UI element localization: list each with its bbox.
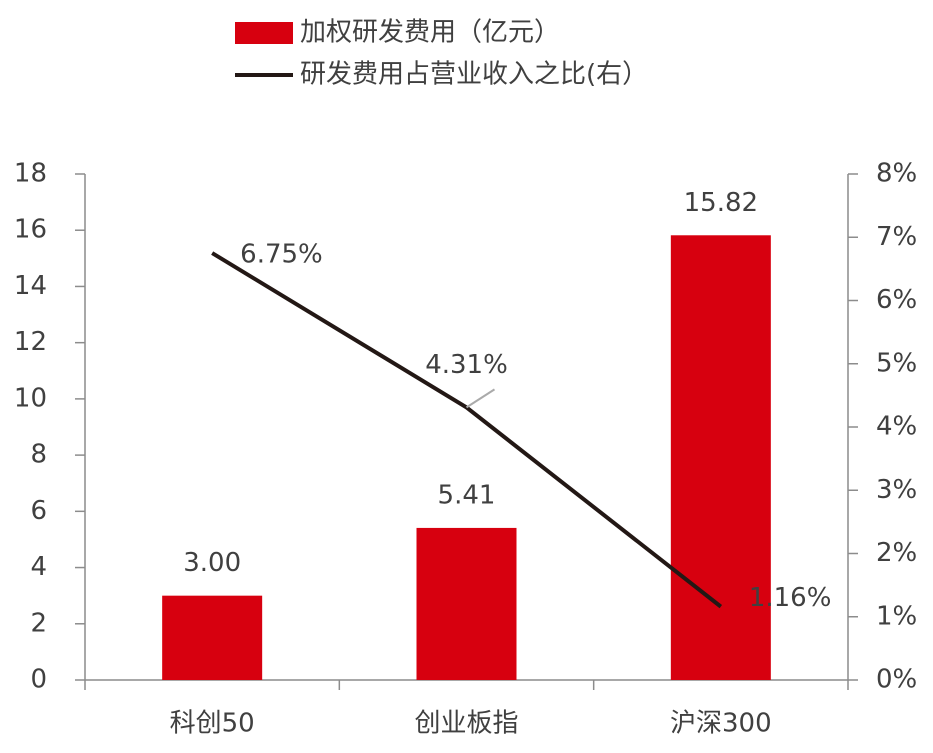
y-tick-label: 16 [14, 215, 47, 245]
bar-value-label: 15.82 [684, 188, 758, 218]
bar [416, 527, 517, 680]
y-tick-label: 18 [14, 159, 47, 189]
bar-value-label: 3.00 [183, 548, 241, 578]
x-tick-label: 创业板指 [414, 709, 518, 739]
y-tick-label: 10 [14, 383, 47, 413]
line-value-label: 6.75% [240, 240, 323, 270]
y2-tick-label: 2% [876, 538, 917, 568]
x-tick-label: 科创50 [170, 709, 255, 739]
y2-tick-label: 4% [876, 412, 917, 442]
y-tick-label: 2 [30, 608, 47, 638]
y2-tick-label: 0% [876, 665, 917, 695]
line-value-label: 1.16% [749, 583, 832, 613]
y-tick-label: 12 [14, 327, 47, 357]
y2-tick-label: 7% [876, 222, 917, 252]
bar-value-label: 5.41 [438, 480, 496, 510]
y2-tick-label: 8% [876, 159, 917, 189]
y2-tick-label: 5% [876, 348, 917, 378]
bar [162, 595, 263, 680]
y-tick-label: 6 [30, 496, 47, 526]
y2-tick-label: 3% [876, 475, 917, 505]
y2-tick-label: 1% [876, 601, 917, 631]
legend-swatch [235, 22, 293, 44]
line-value-label: 4.31% [425, 350, 508, 380]
y2-tick-label: 6% [876, 285, 917, 315]
y-tick-label: 8 [30, 440, 47, 470]
legend-label: 研发费用占营业收入之比(右） [300, 60, 648, 90]
y-tick-label: 0 [30, 665, 47, 695]
legend-label: 加权研发费用（亿元） [300, 18, 560, 48]
x-tick-label: 沪深300 [670, 709, 772, 739]
leader-line [465, 388, 496, 409]
bar [670, 235, 771, 680]
y-tick-label: 4 [30, 552, 47, 582]
y-tick-label: 14 [14, 271, 47, 301]
